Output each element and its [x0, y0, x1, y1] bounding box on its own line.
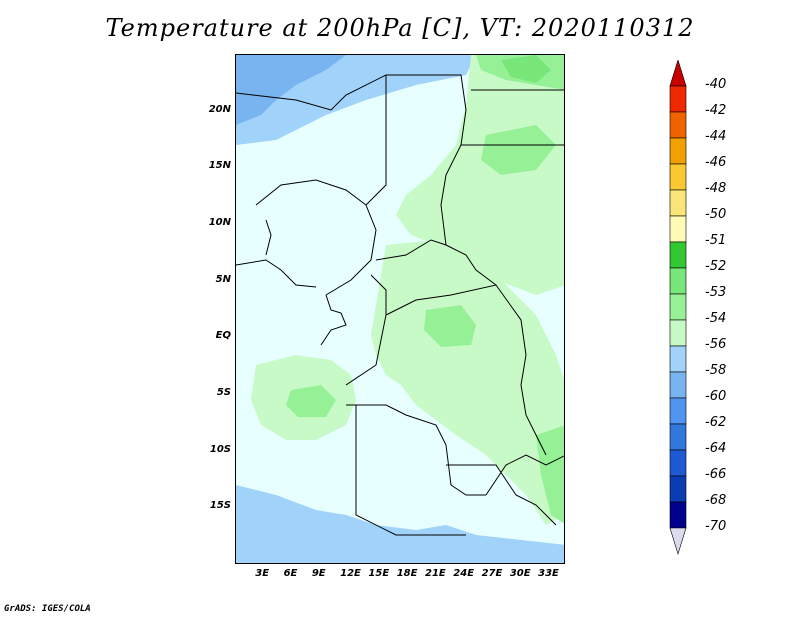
colorbar-segment — [669, 423, 687, 451]
colorbar-segment — [669, 267, 687, 295]
lon-tick-label: 24E — [453, 568, 475, 579]
colorbar-segment — [669, 189, 687, 217]
lon-tick-label: 12E — [340, 568, 361, 579]
colorbar-segment — [669, 293, 687, 321]
colorbar-label: -42 — [705, 103, 727, 118]
colorbar-segment — [669, 397, 687, 425]
map-canvas — [236, 55, 564, 563]
contour-minus52-n — [501, 55, 551, 83]
contour-minus53-se — [536, 425, 564, 524]
colorbar-segment — [669, 449, 687, 477]
colorbar-label: -40 — [705, 77, 727, 92]
colorbar-label: -54 — [705, 311, 727, 326]
colorbar — [669, 60, 687, 556]
lat-tick-label: 10S — [209, 443, 231, 455]
map-frame — [235, 54, 565, 564]
colorbar-label: -50 — [705, 207, 727, 222]
lat-tick-label: 10N — [208, 217, 231, 228]
contour-minus54-central — [371, 240, 564, 525]
colorbar-label: -51 — [705, 233, 727, 248]
credit-label: GrADS: IGES/COLA — [4, 604, 91, 614]
contour-minus58-north — [236, 55, 346, 125]
colorbar-segment — [669, 527, 687, 556]
colorbar-segment — [669, 85, 687, 113]
lat-tick-label: 15N — [208, 160, 231, 172]
colorbar-label: -68 — [705, 493, 727, 508]
colorbar-label: -60 — [705, 389, 727, 404]
lon-tick-label: 6E — [283, 568, 298, 579]
colorbar-label: -48 — [705, 181, 727, 196]
lon-tick-label: 15E — [368, 568, 390, 579]
lon-tick-label: 30E — [509, 568, 531, 579]
lat-tick-label: 5S — [216, 387, 231, 398]
colorbar-segment — [669, 475, 687, 503]
colorbar-label: -62 — [705, 415, 727, 430]
colorbar-label: -46 — [705, 155, 727, 170]
colorbar-label: -53 — [705, 285, 727, 300]
lon-tick-label: 9E — [311, 568, 326, 579]
lon-tick-label: 33E — [538, 568, 559, 579]
lon-tick-label: 18E — [396, 568, 418, 579]
colorbar-label: -44 — [705, 129, 727, 144]
colorbar-label: -70 — [705, 519, 727, 534]
colorbar-segment — [669, 319, 687, 347]
colorbar-label: -58 — [705, 363, 727, 378]
contour-minus56-south — [236, 485, 564, 563]
colorbar-segment — [669, 163, 687, 191]
country-borders — [236, 74, 564, 536]
colorbar-segment — [669, 215, 687, 243]
colorbar-segment — [669, 371, 687, 399]
colorbar-label: -56 — [705, 337, 727, 352]
colorbar-segment — [669, 137, 687, 165]
lon-tick-label: 21E — [425, 568, 446, 579]
colorbar-label: -66 — [705, 467, 727, 482]
colorbar-segment — [669, 241, 687, 269]
colorbar-segment — [669, 111, 687, 139]
contour-minus53-central — [424, 305, 476, 347]
colorbar-segment — [669, 501, 687, 529]
page-title: Temperature at 200hPa [C], VT: 202011031… — [105, 14, 695, 42]
lat-tick-label: 5N — [215, 273, 231, 285]
colorbar-segment — [669, 345, 687, 373]
contour-minus54-ne — [396, 55, 564, 295]
lat-tick-label: 15S — [209, 500, 231, 512]
contour-minus53-ne — [481, 125, 556, 175]
lon-tick-label: 3E — [255, 568, 270, 579]
colorbar-segment — [669, 60, 687, 87]
colorbar-label: -64 — [705, 441, 727, 456]
lon-tick-label: 27E — [481, 568, 503, 579]
contour-minus53-sw — [286, 385, 336, 417]
colorbar-label: -52 — [705, 259, 727, 274]
lat-tick-label: EQ — [215, 330, 231, 342]
lat-tick-label: 20N — [208, 103, 231, 115]
